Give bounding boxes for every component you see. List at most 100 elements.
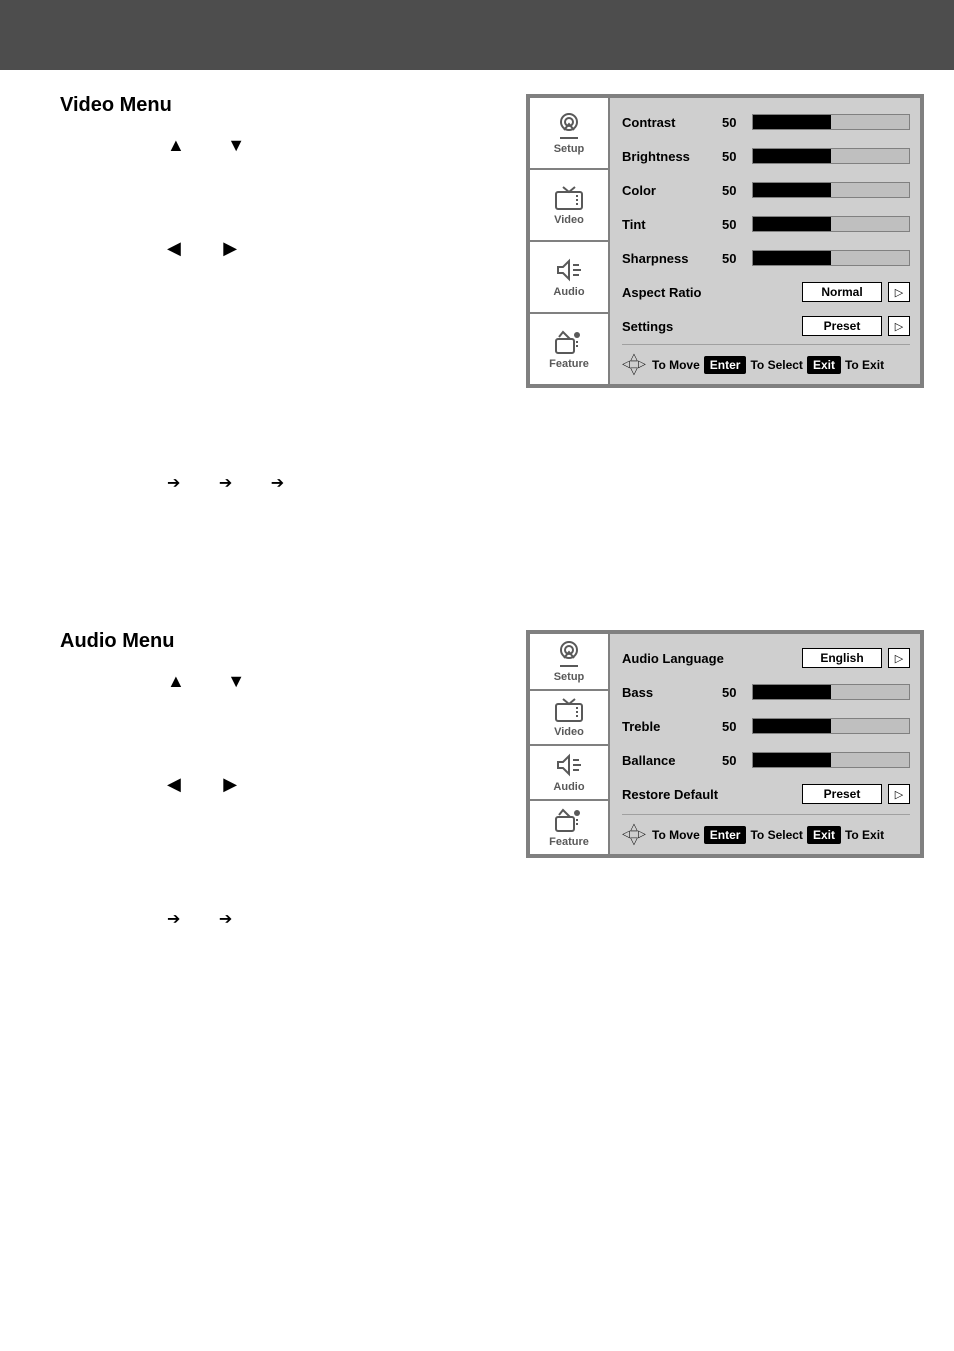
satellite-dish-icon bbox=[554, 112, 584, 140]
slider-fill bbox=[753, 115, 831, 129]
select-label: Aspect Ratio bbox=[622, 285, 752, 300]
triangle-right-icon: ▶ bbox=[223, 774, 237, 795]
osd-tab-label: Audio bbox=[553, 286, 584, 298]
tv-icon bbox=[553, 697, 585, 723]
chevron-right-icon[interactable]: ▷ bbox=[888, 784, 910, 804]
slider-row-ballance[interactable]: Ballance 50 bbox=[622, 744, 910, 776]
slider-value: 50 bbox=[722, 719, 752, 734]
slider-label: Sharpness bbox=[622, 251, 722, 266]
osd-footer: △ ◁▷ ▽ To Move Enter To Select Exit To E… bbox=[622, 344, 910, 378]
arrow-right-icon: ➔ bbox=[167, 473, 180, 493]
osd-tab-video[interactable]: Video bbox=[530, 170, 608, 242]
osd-tab-label: Feature bbox=[549, 358, 589, 370]
slider-track[interactable] bbox=[752, 752, 910, 768]
select-value-box[interactable]: Preset bbox=[802, 784, 882, 804]
slider-label: Treble bbox=[622, 719, 722, 734]
footer-to-move: To Move bbox=[652, 358, 700, 372]
osd-tab-feature[interactable]: Feature bbox=[530, 801, 608, 854]
arrow-right-icon: ➔ bbox=[219, 909, 232, 929]
footer-exit-button[interactable]: Exit bbox=[807, 826, 841, 844]
triangle-right-icon: ▶ bbox=[223, 238, 237, 259]
osd-tab-label: Setup bbox=[554, 671, 585, 683]
video-osd-panel: Setup Video bbox=[526, 94, 924, 388]
arrow-right-icon: ➔ bbox=[271, 473, 284, 493]
osd-tab-audio[interactable]: Audio bbox=[530, 242, 608, 314]
slider-fill bbox=[753, 183, 831, 197]
slider-value: 50 bbox=[722, 753, 752, 768]
osd-tab-feature[interactable]: Feature bbox=[530, 314, 608, 384]
select-value-box[interactable]: Normal bbox=[802, 282, 882, 302]
slider-value: 50 bbox=[722, 115, 752, 130]
slider-fill bbox=[753, 685, 831, 699]
speaker-icon bbox=[554, 257, 584, 283]
chevron-right-icon[interactable]: ▷ bbox=[888, 648, 910, 668]
dpad-icon: △ ◁▷ ▽ bbox=[622, 354, 648, 375]
video-osd-main: Contrast 50 Brightness 50 Color 50 Tint … bbox=[610, 98, 920, 384]
osd-tab-video[interactable]: Video bbox=[530, 691, 608, 746]
speaker-icon bbox=[554, 752, 584, 778]
osd-tab-setup[interactable]: Setup bbox=[530, 634, 608, 691]
footer-to-select: To Select bbox=[750, 358, 802, 372]
select-row-settings[interactable]: Settings Preset ▷ bbox=[622, 310, 910, 342]
select-row-audio-language[interactable]: Audio Language English ▷ bbox=[622, 642, 910, 674]
dpad-icon: △ ◁▷ ▽ bbox=[622, 824, 648, 845]
slider-value: 50 bbox=[722, 183, 752, 198]
audio-section: Audio Menu ▲ ▼ ◀ ▶ ➔ ➔ Setup bbox=[32, 630, 924, 1110]
slider-value: 50 bbox=[722, 149, 752, 164]
footer-to-select: To Select bbox=[750, 828, 802, 842]
slider-fill bbox=[753, 753, 831, 767]
slider-label: Ballance bbox=[622, 753, 722, 768]
slider-row-tint[interactable]: Tint 50 bbox=[622, 208, 910, 240]
slider-track[interactable] bbox=[752, 114, 910, 130]
footer-to-exit: To Exit bbox=[845, 358, 884, 372]
osd-tab-audio[interactable]: Audio bbox=[530, 746, 608, 801]
small-arrows-row-2: ➔ ➔ bbox=[167, 909, 924, 929]
chevron-right-icon[interactable]: ▷ bbox=[888, 282, 910, 302]
triangle-left-icon: ◀ bbox=[167, 238, 181, 259]
select-value-box[interactable]: Preset bbox=[802, 316, 882, 336]
slider-track[interactable] bbox=[752, 182, 910, 198]
slider-value: 50 bbox=[722, 685, 752, 700]
slider-track[interactable] bbox=[752, 250, 910, 266]
chevron-right-icon[interactable]: ▷ bbox=[888, 316, 910, 336]
slider-row-color[interactable]: Color 50 bbox=[622, 174, 910, 206]
footer-to-exit: To Exit bbox=[845, 828, 884, 842]
feature-icon bbox=[553, 329, 585, 355]
slider-track[interactable] bbox=[752, 684, 910, 700]
triangle-down-icon: ▼ bbox=[227, 135, 245, 156]
video-section: Video Menu ▲ ▼ ◀ ▶ ➔ ➔ ➔ Setu bbox=[32, 94, 924, 624]
select-row-aspect-ratio[interactable]: Aspect Ratio Normal ▷ bbox=[622, 276, 910, 308]
slider-track[interactable] bbox=[752, 718, 910, 734]
osd-tab-setup[interactable]: Setup bbox=[530, 98, 608, 170]
footer-enter-button[interactable]: Enter bbox=[704, 356, 747, 374]
satellite-dish-icon bbox=[554, 640, 584, 668]
slider-fill bbox=[753, 149, 831, 163]
triangle-up-icon: ▲ bbox=[167, 135, 185, 156]
select-row-restore-default[interactable]: Restore Default Preset ▷ bbox=[622, 778, 910, 810]
small-arrows-row-1: ➔ ➔ ➔ bbox=[167, 473, 924, 493]
slider-label: Brightness bbox=[622, 149, 722, 164]
slider-track[interactable] bbox=[752, 216, 910, 232]
slider-row-treble[interactable]: Treble 50 bbox=[622, 710, 910, 742]
osd-tab-label: Video bbox=[554, 726, 584, 738]
osd-sidebar: Setup Video bbox=[530, 98, 610, 384]
slider-label: Bass bbox=[622, 685, 722, 700]
slider-row-bass[interactable]: Bass 50 bbox=[622, 676, 910, 708]
footer-exit-button[interactable]: Exit bbox=[807, 356, 841, 374]
select-label: Restore Default bbox=[622, 787, 752, 802]
slider-row-sharpness[interactable]: Sharpness 50 bbox=[622, 242, 910, 274]
osd-tab-label: Feature bbox=[549, 836, 589, 848]
select-value-box[interactable]: English bbox=[802, 648, 882, 668]
select-label: Settings bbox=[622, 319, 752, 334]
tv-icon bbox=[553, 185, 585, 211]
footer-enter-button[interactable]: Enter bbox=[704, 826, 747, 844]
slider-label: Contrast bbox=[622, 115, 722, 130]
slider-row-brightness[interactable]: Brightness 50 bbox=[622, 140, 910, 172]
triangle-down-icon: ▼ bbox=[227, 671, 245, 692]
slider-label: Tint bbox=[622, 217, 722, 232]
arrow-right-icon: ➔ bbox=[167, 909, 180, 929]
slider-row-contrast[interactable]: Contrast 50 bbox=[622, 106, 910, 138]
slider-track[interactable] bbox=[752, 148, 910, 164]
triangle-left-icon: ◀ bbox=[167, 774, 181, 795]
slider-fill bbox=[753, 217, 831, 231]
